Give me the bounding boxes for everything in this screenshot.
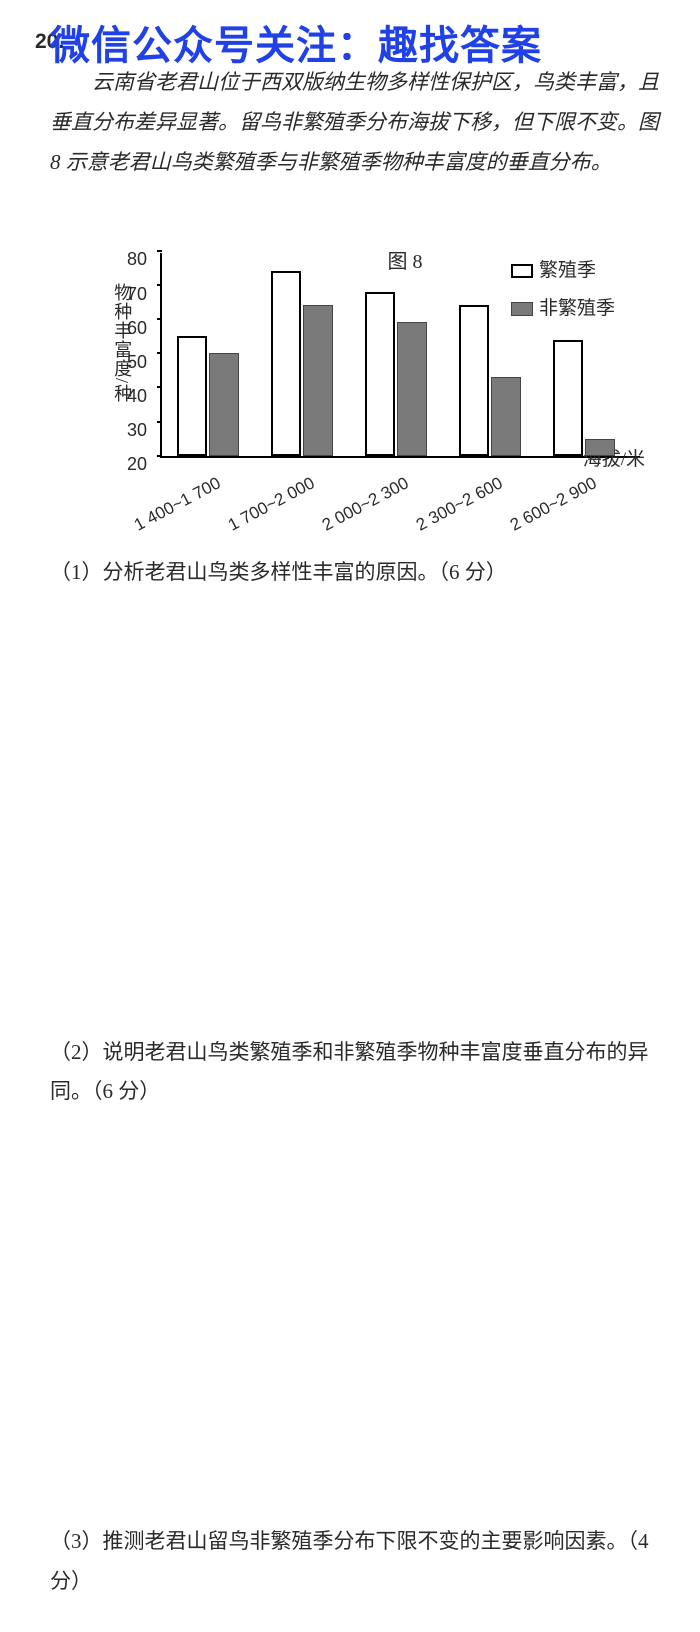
subquestion-2: （2）说明老君山鸟类繁殖季和非繁殖季物种丰富度垂直分布的异同。（6 分） (50, 1033, 665, 1113)
bar-nonbreeding (585, 439, 615, 456)
bar-breeding (459, 305, 489, 455)
bar-breeding (365, 292, 395, 456)
bar-breeding (271, 271, 301, 456)
y-tick-mark (157, 352, 162, 354)
bar-nonbreeding (209, 353, 239, 456)
chart-figure: 物种丰富度/种 繁殖季 非繁殖季 海拔/米 203040506070801 40… (100, 243, 660, 533)
legend-item: 非繁殖季 (511, 291, 615, 327)
legend-swatch-fill (511, 302, 533, 316)
plot-area: 繁殖季 非繁殖季 海拔/米 203040506070801 400~1 7001… (160, 253, 640, 458)
y-tick-mark (157, 284, 162, 286)
bar-nonbreeding (491, 377, 521, 456)
y-tick-mark (157, 421, 162, 423)
y-tick-label: 20 (127, 448, 147, 482)
bar-breeding (177, 336, 207, 456)
answer-space-1 (35, 593, 665, 1013)
y-tick-label: 30 (127, 413, 147, 447)
bar-nonbreeding (303, 305, 333, 455)
subquestion-3: （3）推测老君山留鸟非繁殖季分布下限不变的主要影响因素。（4 分） (50, 1522, 665, 1602)
y-tick-label: 50 (127, 345, 147, 379)
x-tick-label: 2 000~2 300 (316, 468, 415, 541)
chart-legend: 繁殖季 非繁殖季 (511, 253, 615, 329)
legend-item: 繁殖季 (511, 253, 615, 289)
y-tick-label: 70 (127, 277, 147, 311)
x-tick-label: 1 700~2 000 (222, 468, 321, 541)
x-tick-label: 2 600~2 900 (504, 468, 603, 541)
y-tick-mark (157, 318, 162, 320)
y-tick-mark (157, 386, 162, 388)
y-tick-label: 40 (127, 379, 147, 413)
x-tick-label: 2 300~2 600 (410, 468, 509, 541)
y-tick-mark (157, 250, 162, 252)
y-tick-mark (157, 455, 162, 457)
watermark-text: 微信公众号关注：趣找答案 (50, 8, 542, 84)
y-tick-label: 60 (127, 311, 147, 345)
legend-label: 繁殖季 (539, 253, 596, 289)
bar-nonbreeding (397, 322, 427, 455)
legend-label: 非繁殖季 (539, 291, 615, 327)
legend-swatch-open (511, 264, 533, 278)
bar-breeding (553, 340, 583, 456)
y-tick-label: 80 (127, 243, 147, 277)
subquestion-1: （1）分析老君山鸟类多样性丰富的原因。（6 分） (50, 553, 665, 593)
answer-space-2 (35, 1112, 665, 1502)
